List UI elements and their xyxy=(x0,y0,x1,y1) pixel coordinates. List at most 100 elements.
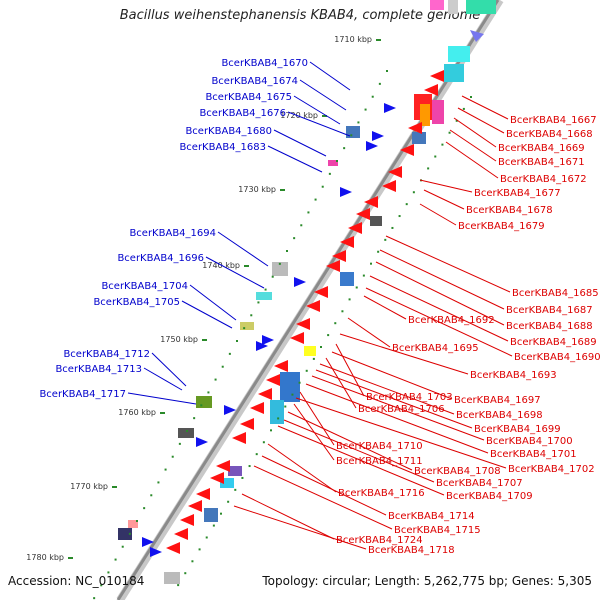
reverse-gene-label[interactable]: BcerKBAB4_1695 xyxy=(392,343,479,354)
kbp-tick-label: 1780 kbp xyxy=(26,553,64,562)
label-leader-line xyxy=(233,505,367,550)
label-leader-line xyxy=(449,129,497,162)
track-dot xyxy=(212,524,215,527)
track-dot xyxy=(328,172,331,175)
track-dot xyxy=(391,226,394,229)
label-leader-line xyxy=(295,397,507,469)
forward-gene-label[interactable]: BcerKBAB4_1713 xyxy=(55,364,142,375)
reverse-gene-label[interactable]: BcerKBAB4_1693 xyxy=(470,370,557,381)
reverse-gene-label[interactable]: BcerKBAB4_1700 xyxy=(486,436,573,447)
track-dot xyxy=(184,572,187,575)
forward-gene-label[interactable]: BcerKBAB4_1712 xyxy=(63,349,150,360)
track-dot xyxy=(427,167,430,170)
label-leader-line xyxy=(347,317,391,348)
tick-mark xyxy=(244,265,249,267)
reverse-gene-arrow xyxy=(326,260,340,272)
label-leader-line xyxy=(423,189,465,210)
reverse-gene-arrow xyxy=(430,70,444,82)
track-dot xyxy=(220,512,222,515)
reverse-gene-label[interactable]: BcerKBAB4_1701 xyxy=(490,449,577,460)
reverse-gene-label[interactable]: BcerKBAB4_1699 xyxy=(474,424,561,435)
forward-gene-label[interactable]: BcerKBAB4_1674 xyxy=(211,76,298,87)
reverse-gene-label[interactable]: BcerKBAB4_1688 xyxy=(506,321,593,332)
forward-gene-label[interactable]: BcerKBAB4_1705 xyxy=(93,297,180,308)
track-dot xyxy=(186,430,188,432)
label-leader-line xyxy=(375,261,505,326)
track-dot xyxy=(336,160,338,162)
label-leader-line xyxy=(217,231,269,267)
reverse-gene-label[interactable]: BcerKBAB4_1702 xyxy=(508,464,595,475)
reverse-gene-label[interactable]: BcerKBAB4_1671 xyxy=(498,157,585,168)
forward-gene-label[interactable]: BcerKBAB4_1680 xyxy=(185,126,272,137)
reverse-gene-label[interactable]: BcerKBAB4_1672 xyxy=(500,174,587,185)
track-dot xyxy=(341,310,344,313)
forward-gene-label[interactable]: BcerKBAB4_1696 xyxy=(117,253,204,264)
reverse-gene-label[interactable]: BcerKBAB4_1687 xyxy=(506,305,593,316)
forward-gene-arrow xyxy=(142,537,154,547)
reverse-gene-label[interactable]: BcerKBAB4_1692 xyxy=(408,315,495,326)
reverse-gene-label[interactable]: BcerKBAB4_1708 xyxy=(414,466,501,477)
track-dot xyxy=(441,143,444,146)
forward-gene-label[interactable]: BcerKBAB4_1670 xyxy=(221,58,308,69)
label-leader-line xyxy=(461,95,509,120)
forward-gene-label[interactable]: BcerKBAB4_1717 xyxy=(39,389,126,400)
track-dot xyxy=(227,500,230,503)
label-leader-line xyxy=(267,145,323,173)
track-dot xyxy=(243,327,246,330)
reverse-gene-label[interactable]: BcerKBAB4_1685 xyxy=(512,288,599,299)
reverse-gene-label[interactable]: BcerKBAB4_1715 xyxy=(394,525,481,536)
tick-mark xyxy=(280,189,285,191)
reverse-gene-label[interactable]: BcerKBAB4_1698 xyxy=(456,410,543,421)
reverse-gene-label[interactable]: BcerKBAB4_1724 xyxy=(336,535,423,546)
reverse-gene-label[interactable]: BcerKBAB4_1679 xyxy=(458,221,545,232)
reverse-gene-label[interactable]: BcerKBAB4_1711 xyxy=(336,456,423,467)
forward-gene-arrow xyxy=(366,141,378,151)
reverse-gene-label[interactable]: BcerKBAB4_1678 xyxy=(466,205,553,216)
track-dot xyxy=(348,298,351,301)
forward-gene-label[interactable]: BcerKBAB4_1694 xyxy=(129,228,216,239)
tick-mark xyxy=(160,412,165,414)
tick-mark xyxy=(202,339,207,341)
reverse-gene-label[interactable]: BcerKBAB4_1716 xyxy=(338,488,425,499)
reverse-gene-label[interactable]: BcerKBAB4_1714 xyxy=(388,511,475,522)
tick-mark xyxy=(376,39,381,41)
reverse-gene-label[interactable]: BcerKBAB4_1707 xyxy=(436,478,523,489)
label-leader-line xyxy=(311,375,485,441)
track-dot xyxy=(271,275,274,278)
reverse-gene-label[interactable]: BcerKBAB4_1677 xyxy=(474,188,561,199)
reverse-gene-label[interactable]: BcerKBAB4_1690 xyxy=(514,352,600,363)
forward-gene-label[interactable]: BcerKBAB4_1675 xyxy=(205,92,292,103)
kbp-tick-label: 1720 kbp xyxy=(280,111,318,120)
track-dot xyxy=(291,393,294,396)
forward-gene-arrow xyxy=(196,437,208,447)
track-dot xyxy=(412,191,415,194)
track-dot xyxy=(107,571,110,574)
label-leader-line xyxy=(299,79,347,111)
reverse-gene-arrow xyxy=(306,300,320,312)
tick-mark xyxy=(68,557,73,559)
track-dot xyxy=(312,357,315,360)
reverse-gene-arrow xyxy=(250,402,264,414)
reverse-gene-label[interactable]: BcerKBAB4_1718 xyxy=(368,545,455,556)
track-dot xyxy=(293,237,296,240)
label-leader-line xyxy=(205,256,265,289)
reverse-gene-label[interactable]: BcerKBAB4_1668 xyxy=(506,129,593,140)
forward-gene-label[interactable]: BcerKBAB4_1683 xyxy=(179,142,266,153)
forward-gene-label[interactable]: BcerKBAB4_1676 xyxy=(199,108,286,119)
reverse-gene-label[interactable]: BcerKBAB4_1709 xyxy=(446,491,533,502)
reverse-gene-label[interactable]: BcerKBAB4_1669 xyxy=(498,143,585,154)
label-leader-line xyxy=(181,300,233,329)
track-dot xyxy=(264,288,267,291)
label-leader-line xyxy=(283,419,435,483)
reverse-gene-arrow xyxy=(424,84,438,96)
reverse-gene-label[interactable]: BcerKBAB4_1689 xyxy=(510,337,597,348)
reverse-gene-arrow xyxy=(180,514,194,526)
reverse-gene-arrow xyxy=(408,122,422,134)
label-leader-line xyxy=(379,249,505,310)
label-leader-line xyxy=(315,369,473,429)
reverse-gene-label[interactable]: BcerKBAB4_1667 xyxy=(510,115,597,126)
label-leader-line xyxy=(457,107,505,134)
reverse-gene-label[interactable]: BcerKBAB4_1697 xyxy=(454,395,541,406)
forward-gene-label[interactable]: BcerKBAB4_1704 xyxy=(101,281,188,292)
reverse-gene-label[interactable]: BcerKBAB4_1710 xyxy=(336,441,423,452)
